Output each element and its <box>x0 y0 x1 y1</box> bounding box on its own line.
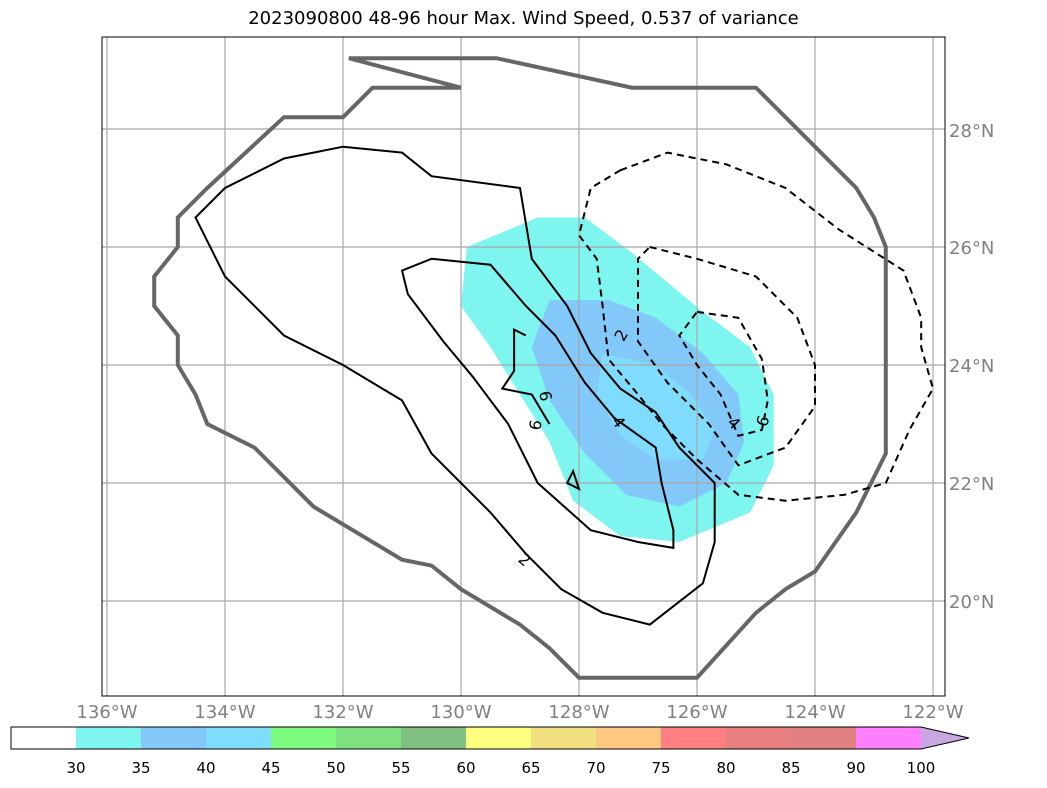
lon-tick-label: 124°W <box>784 702 845 723</box>
colorbar-extend-arrow <box>921 727 969 749</box>
colorbar-segment <box>141 727 206 749</box>
map-frame <box>101 36 946 697</box>
colorbar-label: 90 <box>846 759 865 777</box>
lon-tick-label: 130°W <box>430 702 491 723</box>
lon-tick-label: 132°W <box>312 702 373 723</box>
colorbar-label: 100 <box>907 759 936 777</box>
colorbar-outline <box>10 726 970 750</box>
colorbar-label: 65 <box>521 759 540 777</box>
lat-tick-label: 22°N <box>949 474 994 495</box>
lon-tick-label: 136°W <box>76 702 137 723</box>
outer-boundary-contour <box>152 56 888 680</box>
colorbar-segment <box>401 727 466 749</box>
lon-tick-label: 128°W <box>548 702 609 723</box>
positive-contour-2 <box>194 145 716 626</box>
lat-tick-label: 24°N <box>949 356 994 377</box>
variance-contours <box>152 56 935 680</box>
axis-tick-labels: 136°W 134°W 132°W 130°W 128°W 126°W 124°… <box>76 121 994 723</box>
colorbar-label: 85 <box>781 759 800 777</box>
colorbar-segment <box>791 727 856 749</box>
negative-contour-2 <box>577 151 935 502</box>
lat-tick-label: 28°N <box>949 121 994 142</box>
colorbar-segment <box>661 727 726 749</box>
colorbar-segment <box>76 727 141 749</box>
colorbar <box>10 726 970 750</box>
colorbar-segment <box>466 727 531 749</box>
lat-tick-label: 26°N <box>949 238 994 259</box>
colorbar-label: 70 <box>586 759 605 777</box>
colorbar-tick-labels: 30 35 40 45 50 55 60 65 70 75 80 85 90 1… <box>66 759 935 777</box>
colorbar-label: 45 <box>261 759 280 777</box>
contour-label: 6 <box>525 418 545 431</box>
colorbar-label: 40 <box>196 759 215 777</box>
colorbar-label: 35 <box>131 759 150 777</box>
positive-contour-6 <box>500 327 551 425</box>
lat-lon-gridlines <box>102 37 945 696</box>
lon-tick-label: 122°W <box>902 702 963 723</box>
colorbar-label: 55 <box>391 759 410 777</box>
colorbar-label: 75 <box>651 759 670 777</box>
colorbar-segment <box>596 727 661 749</box>
lon-tick-label: 126°W <box>666 702 727 723</box>
contour-label: 6 <box>535 389 555 402</box>
colorbar-segment <box>336 727 401 749</box>
positive-contour-6-small <box>565 468 581 491</box>
colorbar-segment <box>206 727 271 749</box>
colorbar-label: 60 <box>456 759 475 777</box>
colorbar-segment <box>726 727 791 749</box>
lat-tick-label: 20°N <box>949 592 994 613</box>
negative-contour-4 <box>637 245 816 467</box>
negative-contour-6 <box>678 310 769 437</box>
colorbar-segment <box>856 727 921 749</box>
colorbar-label: 80 <box>716 759 735 777</box>
map-title: 2023090800 48-96 hour Max. Wind Speed, 0… <box>248 8 799 29</box>
positive-contour-4 <box>400 257 675 550</box>
colorbar-label: 50 <box>326 759 345 777</box>
colorbar-segment <box>531 727 596 749</box>
colorbar-label: 30 <box>66 759 85 777</box>
colorbar-below-segment <box>11 727 76 749</box>
lon-tick-label: 134°W <box>194 702 255 723</box>
colorbar-segment <box>271 727 336 749</box>
